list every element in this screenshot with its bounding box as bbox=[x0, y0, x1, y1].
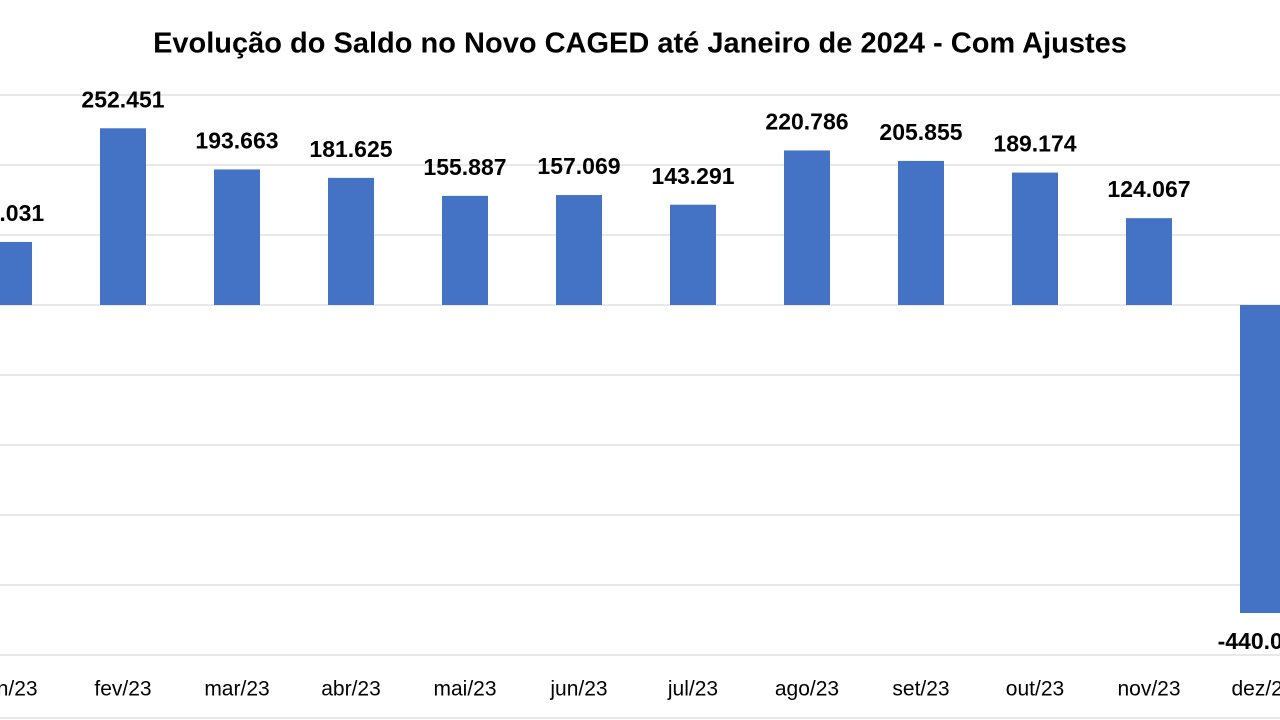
x-tick-label: mai/23 bbox=[433, 678, 496, 701]
data-label: 157.069 bbox=[537, 153, 620, 179]
x-tick-label: abr/23 bbox=[321, 678, 381, 701]
x-tick-label: out/23 bbox=[1006, 678, 1064, 701]
bar bbox=[328, 177, 374, 305]
bar bbox=[0, 241, 32, 305]
data-label: 143.291 bbox=[651, 163, 734, 189]
x-tick-label: jun/23 bbox=[549, 678, 607, 701]
x-tick-label: dez/23 bbox=[1231, 678, 1280, 701]
bar bbox=[214, 169, 260, 305]
data-label: 181.625 bbox=[309, 136, 392, 162]
x-tick-label: nov/23 bbox=[1117, 678, 1180, 701]
data-label: 155.887 bbox=[423, 154, 506, 180]
bar bbox=[898, 160, 944, 305]
data-label: 220.786 bbox=[765, 109, 848, 135]
chart-title: Evolução do Saldo no Novo CAGED até Jane… bbox=[153, 28, 1127, 60]
x-tick-label: jul/23 bbox=[667, 678, 718, 701]
x-tick-label: jan/23 bbox=[0, 678, 38, 701]
data-label: 189.174 bbox=[993, 131, 1076, 157]
data-label: 90.031 bbox=[0, 200, 44, 226]
data-label: 124.067 bbox=[1107, 176, 1190, 202]
bar bbox=[1012, 172, 1058, 305]
bar bbox=[784, 150, 830, 305]
data-label: 193.663 bbox=[195, 128, 278, 154]
data-label: 205.855 bbox=[879, 119, 962, 145]
bar bbox=[670, 204, 716, 305]
data-label: 252.451 bbox=[81, 86, 164, 112]
bar bbox=[1240, 305, 1280, 614]
x-tick-label: fev/23 bbox=[94, 678, 151, 701]
bar bbox=[1126, 218, 1172, 305]
bar bbox=[100, 128, 146, 305]
data-label: -440.034 bbox=[1218, 628, 1280, 654]
x-tick-label: set/23 bbox=[892, 678, 949, 701]
bar bbox=[442, 195, 488, 305]
x-tick-label: ago/23 bbox=[775, 678, 839, 701]
bar bbox=[556, 195, 602, 305]
x-tick-label: mar/23 bbox=[204, 678, 269, 701]
